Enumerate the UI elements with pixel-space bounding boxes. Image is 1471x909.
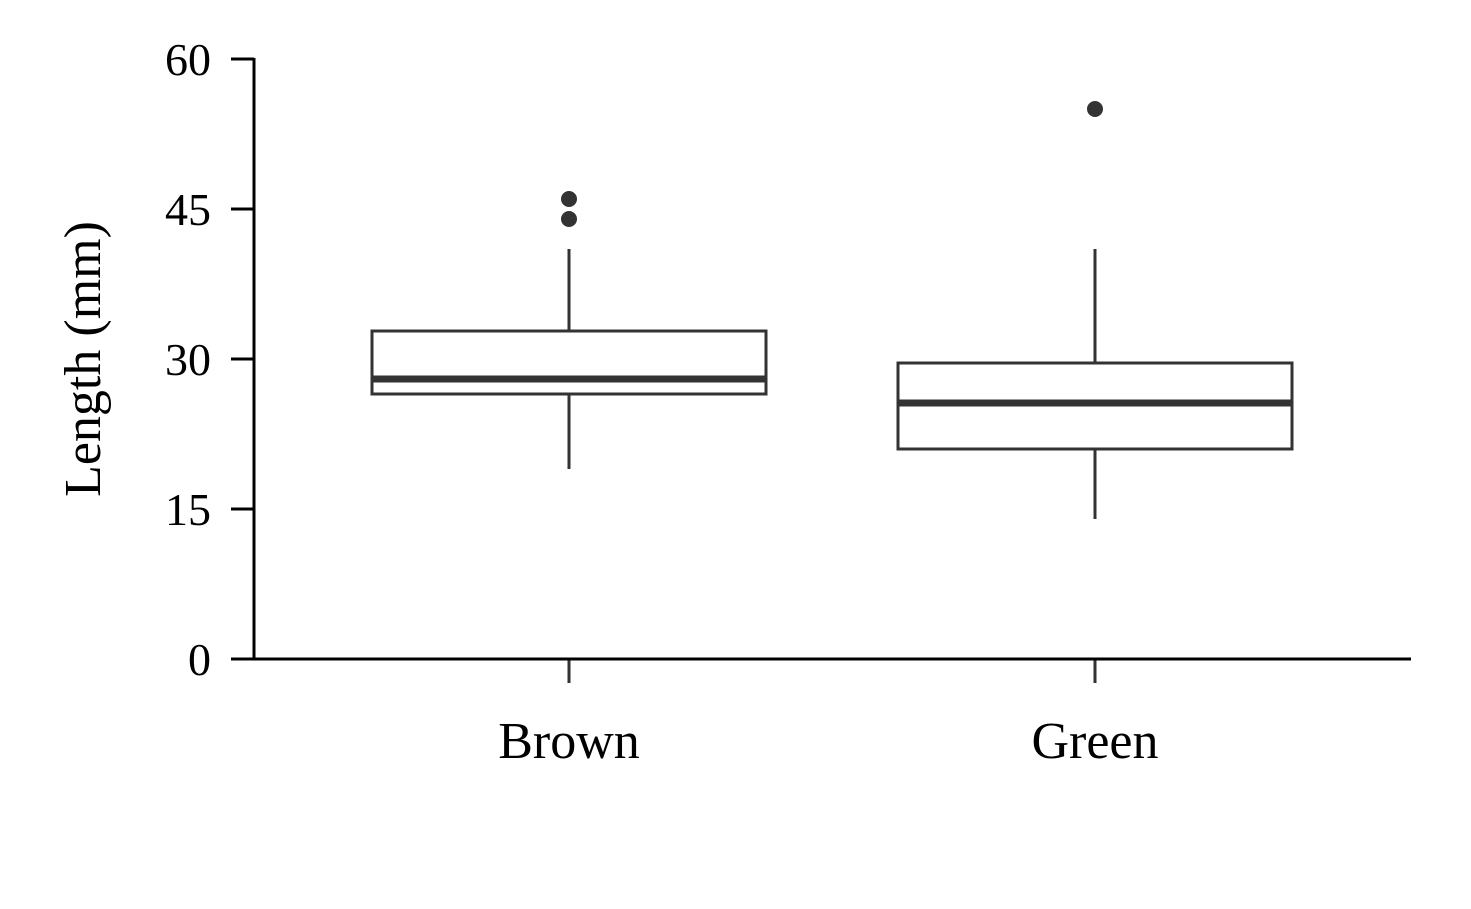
y-tick-label-60: 60 (165, 34, 211, 85)
y-tick-label-15: 15 (165, 484, 211, 535)
y-tick-label-45: 45 (165, 184, 211, 235)
plot-area (370, 101, 1294, 519)
y-tick-label-0: 0 (188, 634, 211, 685)
box-green (896, 101, 1294, 519)
outlier-point-brown-0 (561, 211, 577, 227)
outlier-point-green-0 (1087, 101, 1103, 117)
x-tick-label-brown: Brown (498, 713, 640, 770)
outlier-point-brown-1 (561, 191, 577, 207)
y-axis-ticks: 0 15 30 45 60 (165, 34, 254, 685)
iqr-box-brown (370, 329, 768, 396)
x-tick-label-green: Green (1031, 713, 1158, 770)
box-brown (370, 191, 768, 469)
y-axis-title: Length (mm) (55, 221, 112, 497)
x-axis-ticks: Brown Green (498, 659, 1159, 770)
y-tick-label-30: 30 (165, 334, 211, 385)
